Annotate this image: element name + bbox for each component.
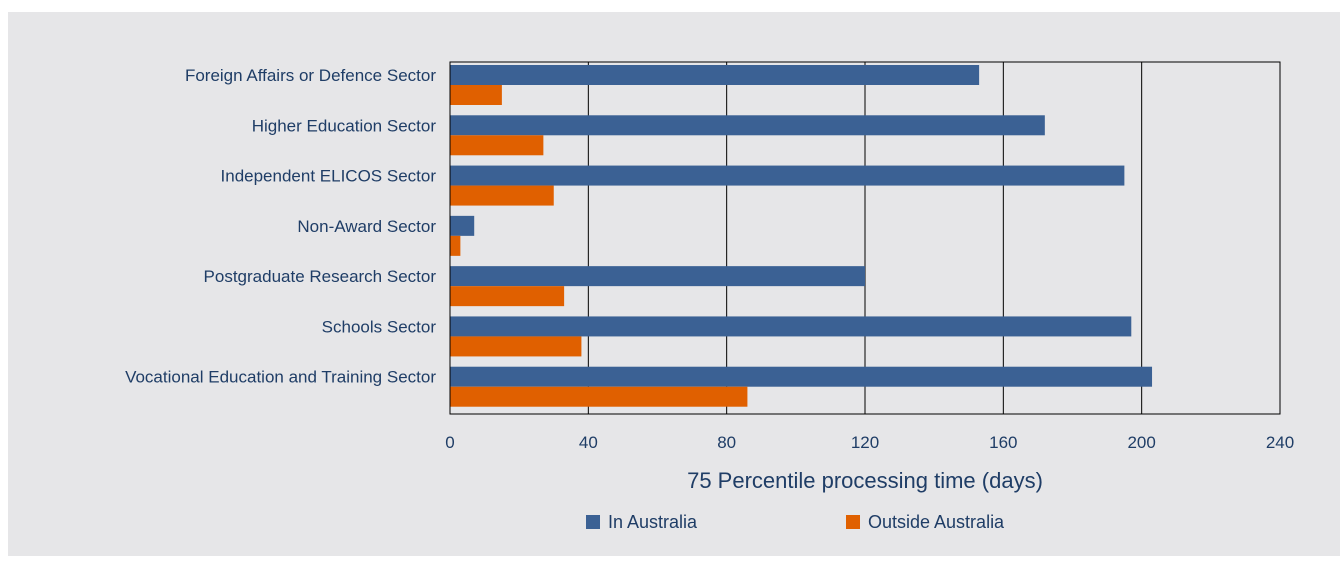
bar-outside-australia xyxy=(450,386,748,407)
x-tick-label: 240 xyxy=(1266,433,1294,452)
bar-in-australia xyxy=(450,165,1125,186)
bar-in-australia xyxy=(450,316,1132,337)
category-label: Vocational Education and Training Sector xyxy=(125,368,436,387)
bar-in-australia xyxy=(450,366,1153,387)
bar-outside-australia xyxy=(450,286,565,307)
chart-background: Foreign Affairs or Defence Sector Higher … xyxy=(8,12,1340,556)
x-tick-label: 160 xyxy=(989,433,1017,452)
category-label: Schools Sector xyxy=(322,317,437,336)
legend-swatch xyxy=(846,515,860,529)
x-tick-label: 120 xyxy=(851,433,879,452)
legend: In Australia Outside Australia xyxy=(586,512,1005,532)
x-tick-label: 40 xyxy=(579,433,598,452)
bar-in-australia xyxy=(450,115,1045,136)
bar-in-australia xyxy=(450,266,865,287)
bars xyxy=(450,65,1153,407)
plot-area-border xyxy=(449,61,1281,415)
bar-in-australia xyxy=(450,215,475,236)
bar-outside-australia xyxy=(450,185,554,206)
bar-in-australia xyxy=(450,65,980,85)
bar-outside-australia xyxy=(450,85,502,105)
x-axis-title: 75 Percentile processing time (days) xyxy=(687,468,1043,493)
category-label: Higher Education Sector xyxy=(252,116,437,135)
x-tick-label: 80 xyxy=(717,433,736,452)
category-labels: Foreign Affairs or Defence Sector Higher … xyxy=(125,66,436,387)
legend-swatch xyxy=(586,515,600,529)
category-label: Independent ELICOS Sector xyxy=(221,167,437,186)
x-tick-label: 200 xyxy=(1127,433,1155,452)
bar-chart: Foreign Affairs or Defence Sector Higher … xyxy=(125,61,1294,532)
x-tick-label: 0 xyxy=(445,433,454,452)
x-tick-labels: 0 40 80 120 160 200 240 xyxy=(445,433,1294,452)
category-label: Foreign Affairs or Defence Sector xyxy=(185,66,436,85)
bar-outside-australia xyxy=(450,235,461,256)
gridlines xyxy=(587,62,1143,414)
legend-label: In Australia xyxy=(608,512,698,532)
bar-outside-australia xyxy=(450,336,582,357)
legend-label: Outside Australia xyxy=(868,512,1005,532)
category-label: Postgraduate Research Sector xyxy=(204,267,437,286)
bar-outside-australia xyxy=(450,135,544,156)
category-label: Non-Award Sector xyxy=(297,217,436,236)
